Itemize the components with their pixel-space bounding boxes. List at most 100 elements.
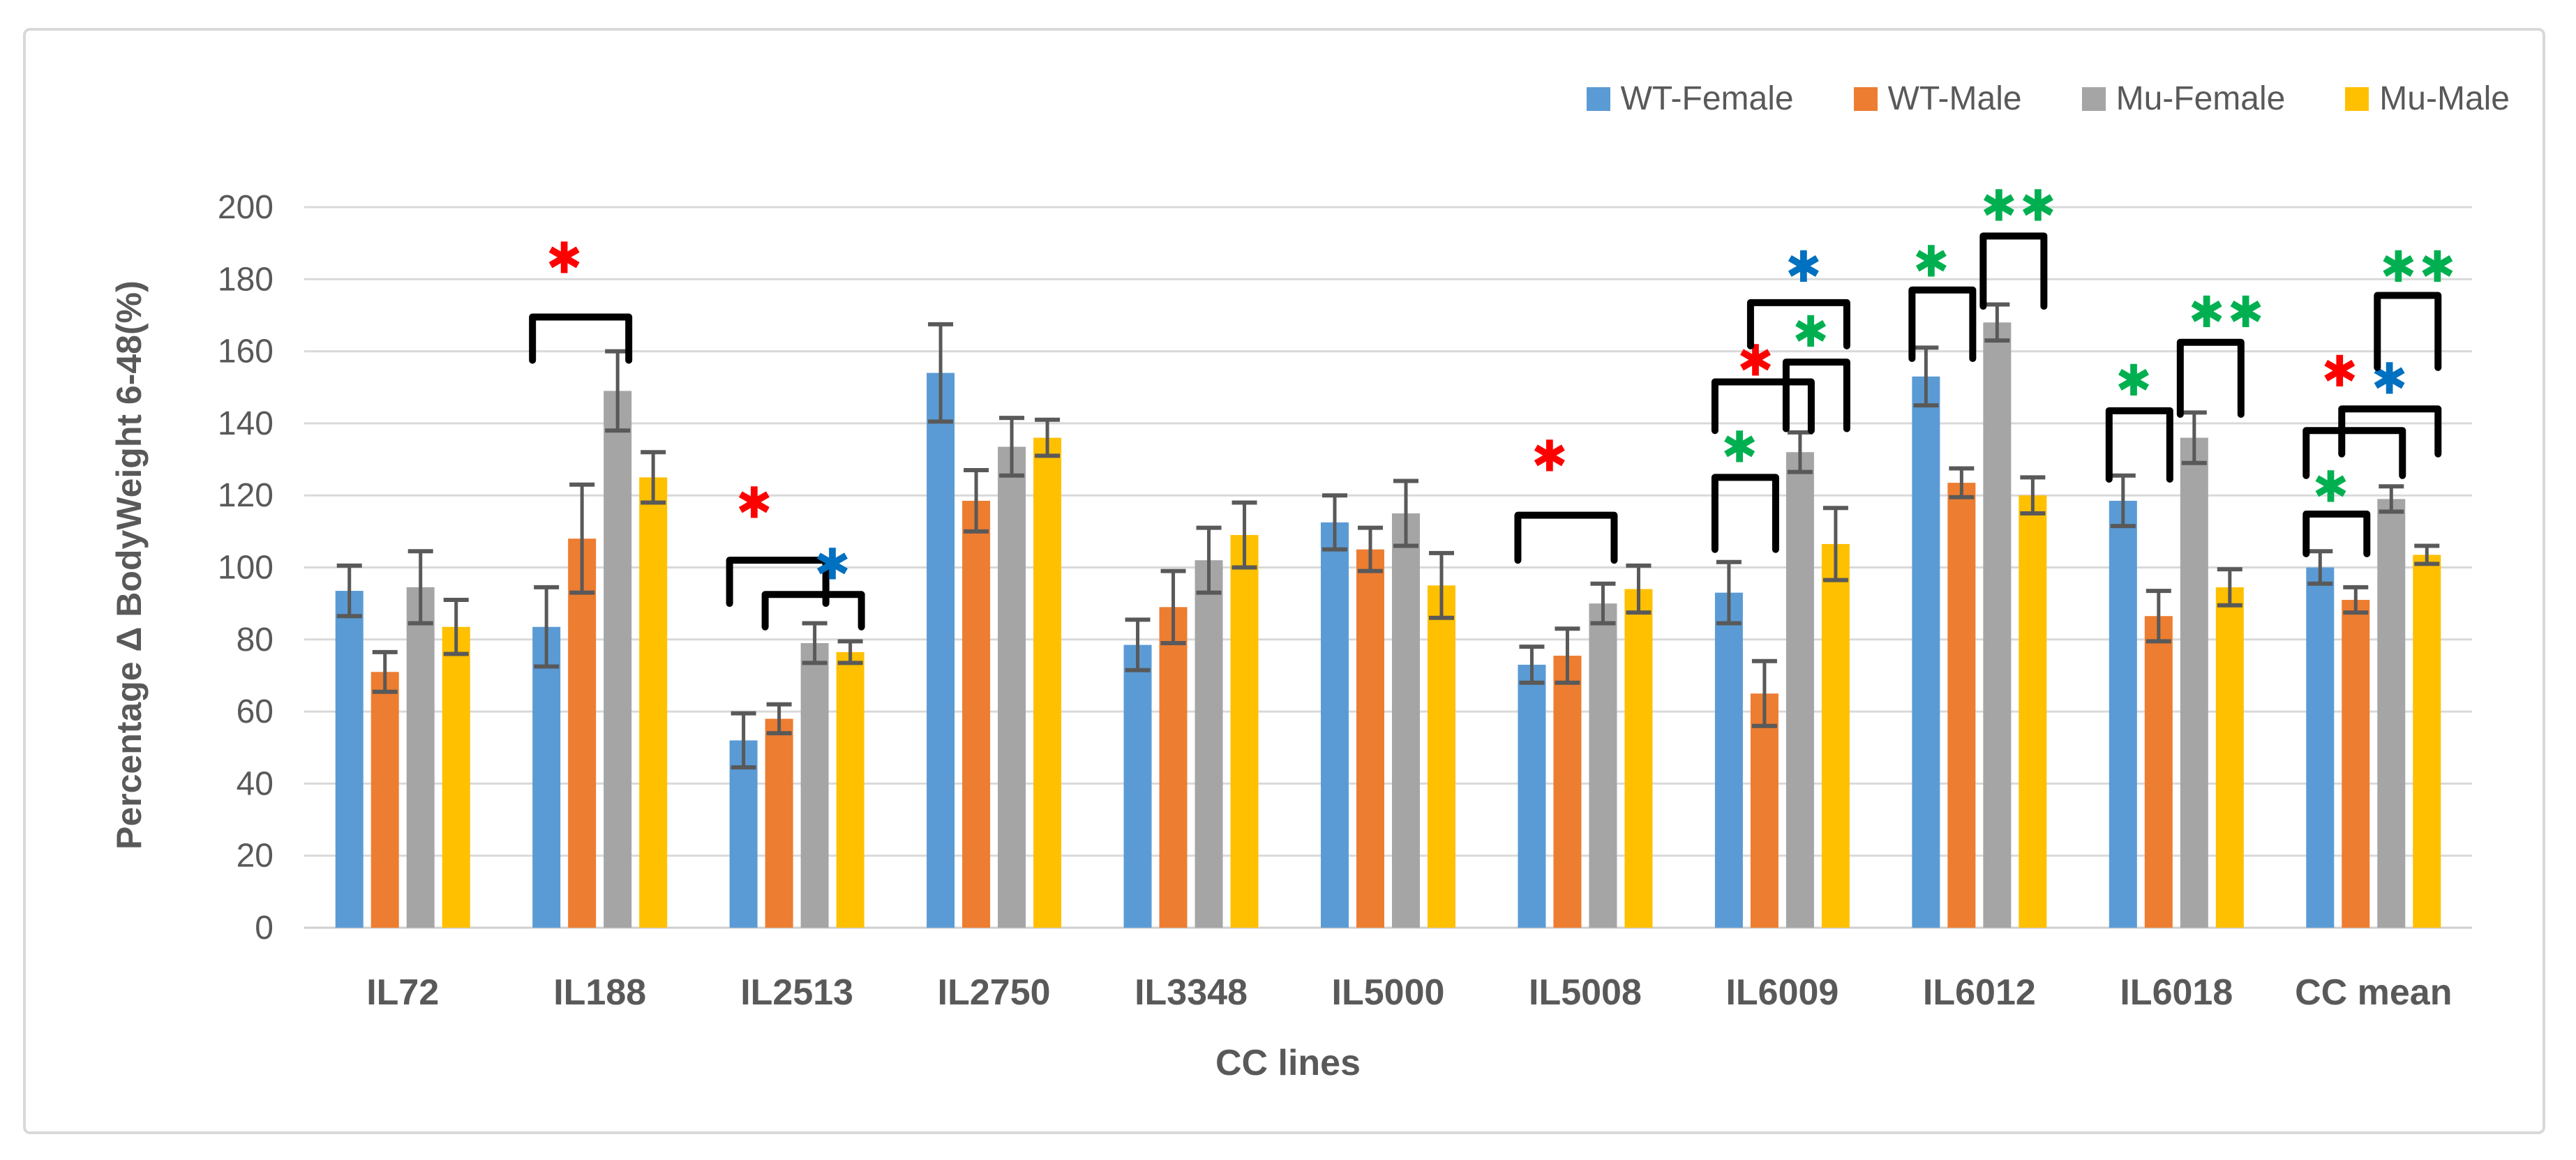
significance-star-il6009: ✱ (1737, 336, 1774, 386)
significance-bracket-il6012 (1979, 232, 2048, 310)
bar-Mu-Male-IL5000 (1428, 585, 1455, 928)
y-tick-label-200: 200 (218, 189, 274, 226)
significance-star-il5008: ✱ (1532, 430, 1568, 481)
bar-WT-Female-IL3348 (1123, 645, 1152, 928)
significance-bracket-il6018 (2176, 338, 2245, 418)
bar-Mu-Female-IL5000 (1392, 513, 1420, 928)
bar-Mu-Female-IL5008 (1589, 603, 1617, 928)
legend-item-wt-male: WT-Male (1853, 80, 2022, 117)
x-tick-label-il2750: IL2750 (938, 972, 1051, 1013)
y-tick-label-120: 120 (218, 477, 274, 514)
y-axis-title: Percentage Δ BodyWeight 6-48(%) (110, 280, 149, 850)
significance-star-il6009: ✱ (1792, 306, 1829, 357)
significance-bracket-il188 (529, 313, 633, 364)
legend-item-mu-female: Mu-Female (2081, 82, 2285, 116)
bar-WT-Male-IL2513 (765, 718, 793, 928)
bar-Mu-Female-IL2513 (800, 642, 829, 928)
bar-WT-Female-IL2513 (729, 740, 758, 928)
bar-Mu-Male-IL6018 (2215, 587, 2244, 928)
significance-bracket-il6009 (1711, 378, 1815, 435)
bar-WT-Male-IL5008 (1553, 656, 1582, 928)
bar-Mu-Male-IL6012 (2019, 495, 2047, 928)
bar-WT-Female-CC mean (2306, 567, 2335, 928)
y-tick-label-0: 0 (255, 910, 274, 947)
bar-Mu-Female-IL6018 (2180, 437, 2208, 928)
significance-star-cc-mean: ✱ (2321, 346, 2358, 397)
significance-bracket-il6009 (1746, 299, 1850, 349)
x-tick-label-il6012: IL6012 (1923, 972, 2036, 1013)
x-tick-label-il5000: IL5000 (1332, 972, 1445, 1013)
significance-bracket-cc-mean (2302, 427, 2406, 479)
x-tick-label-il72: IL72 (366, 972, 439, 1013)
bar-WT-Male-CC mean (2342, 599, 2370, 928)
bar-WT-Female-IL6012 (1912, 376, 1940, 928)
significance-star-cc-mean: ✱ (2313, 461, 2349, 512)
significance-star-il6012: ✱ (1913, 236, 1949, 287)
y-tick-label-40: 40 (237, 765, 274, 802)
bar-Mu-Male-IL72 (442, 626, 470, 928)
significance-bracket-il6009 (1782, 359, 1850, 432)
significance-bracket-il2513 (726, 557, 830, 608)
y-tick-label-100: 100 (218, 550, 274, 587)
significance-bracket-il6018 (2105, 407, 2173, 483)
bar-WT-Male-IL5000 (1356, 549, 1384, 928)
y-tick-label-80: 80 (237, 622, 274, 658)
y-tick-label-60: 60 (237, 693, 274, 730)
bar-Mu-Female-IL3348 (1195, 560, 1223, 928)
x-tick-label-il5008: IL5008 (1529, 972, 1642, 1013)
significance-bracket-il6009 (1711, 474, 1779, 553)
y-tick-label-140: 140 (218, 405, 274, 442)
significance-star-il6012: ✱ (2020, 180, 2056, 231)
significance-star-cc-mean: ✱ (2381, 241, 2417, 292)
legend-label-wt-male: WT-Male (1887, 80, 2022, 117)
bar-WT-Male-IL6009 (1750, 693, 1779, 928)
significance-star-il6012: ✱ (1981, 180, 2017, 231)
bar-Mu-Male-IL5008 (1624, 589, 1653, 928)
bar-WT-Male-IL2750 (962, 500, 991, 928)
legend-swatch-wt-female (1586, 87, 1610, 111)
legend-swatch-wt-male (1853, 87, 1878, 111)
legend-swatch-mu-female (2081, 87, 2106, 111)
significance-star-il2513: ✱ (814, 538, 851, 589)
bar-WT-Female-IL2750 (927, 372, 955, 928)
legend: WT-Female WT-Male Mu-Female Mu-Male (1586, 80, 2510, 117)
y-tick-label-180: 180 (218, 261, 274, 298)
significance-star-il6018: ✱ (2116, 355, 2152, 406)
x-tick-label-il188: IL188 (553, 972, 646, 1013)
bar-WT-Male-IL6012 (1947, 483, 1976, 928)
y-tick-label-20: 20 (237, 838, 274, 875)
x-axis-title: CC lines (1215, 1043, 1361, 1083)
significance-star-il188: ✱ (546, 232, 583, 283)
legend-label-wt-female: WT-Female (1620, 80, 1794, 117)
significance-star-il6009: ✱ (1785, 241, 1822, 292)
significance-bracket-cc-mean (2302, 511, 2371, 557)
bar-Mu-Male-IL188 (639, 477, 668, 928)
significance-bracket-il6012 (1908, 286, 1977, 362)
bar-WT-Male-IL72 (370, 672, 399, 928)
bar-WT-Female-IL5000 (1321, 522, 1349, 928)
y-tick-label-160: 160 (218, 333, 274, 370)
bar-Mu-Female-IL188 (604, 391, 632, 928)
bar-WT-Female-IL6009 (1714, 592, 1743, 928)
legend-item-mu-male: Mu-Male (2345, 82, 2510, 116)
bar-Mu-Female-IL6009 (1785, 452, 1814, 928)
legend-label-mu-male: Mu-Male (2379, 80, 2510, 117)
bar-WT-Male-IL3348 (1159, 607, 1188, 928)
significance-bracket-il5008 (1514, 511, 1618, 564)
significance-star-cc-mean: ✱ (2420, 241, 2456, 292)
x-tick-label-il6018: IL6018 (2120, 972, 2233, 1013)
figure-border (23, 28, 2545, 1134)
significance-bracket-il2513 (761, 591, 865, 631)
legend-item-wt-female: WT-Female (1586, 80, 1794, 117)
bar-WT-Female-IL5008 (1518, 664, 1546, 928)
significance-star-il6018: ✱ (2228, 287, 2264, 338)
significance-star-il6009: ✱ (1721, 421, 1758, 472)
significance-star-il2513: ✱ (736, 478, 772, 529)
bar-Mu-Male-IL6009 (1821, 543, 1850, 928)
bar-Mu-Male-IL3348 (1230, 535, 1259, 928)
significance-bracket-cc-mean (2338, 405, 2442, 458)
bar-Mu-Male-IL2750 (1033, 437, 1062, 928)
significance-star-il6018: ✱ (2189, 287, 2225, 338)
